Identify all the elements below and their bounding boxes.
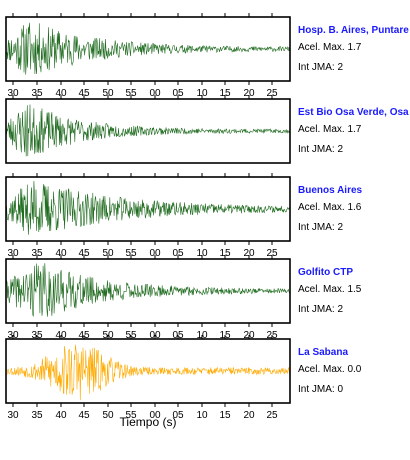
int-jma-text: Int JMA: 2 xyxy=(298,144,343,155)
waveform-trace xyxy=(5,104,291,157)
panel-frame xyxy=(5,176,291,242)
x-tick-label: 15 xyxy=(219,410,231,421)
waveform-trace xyxy=(5,263,291,317)
x-tick-label: 30 xyxy=(7,248,19,259)
x-tick-label: 55 xyxy=(125,248,137,259)
station-name: Golfito CTP xyxy=(298,267,353,278)
panel-frame xyxy=(5,16,291,82)
x-tick-label: 15 xyxy=(219,88,231,99)
int-jma-text: Int JMA: 0 xyxy=(298,384,343,395)
int-jma-text: Int JMA: 2 xyxy=(298,304,343,315)
x-tick-label: 30 xyxy=(7,410,19,421)
x-tick-label: 25 xyxy=(266,88,278,99)
x-tick-label: 50 xyxy=(102,88,114,99)
station-name: Buenos Aires xyxy=(298,185,363,196)
station-name: Est Bio Osa Verde, Osa xyxy=(298,107,409,118)
acel-max-text: Acel. Max. 1.7 xyxy=(298,124,362,135)
x-tick-label: 20 xyxy=(243,248,255,259)
x-tick-label: 25 xyxy=(266,248,278,259)
station-name: La Sabana xyxy=(298,347,348,358)
panel-frame xyxy=(5,338,291,404)
waveform-trace xyxy=(5,180,291,235)
x-tick-label: 00 xyxy=(149,410,161,421)
panel-5: 30 35 40 45 50 55 00 05 10 15 20 25 La Sabana Acel. M… xyxy=(5,335,362,421)
waveform-trace xyxy=(5,22,291,75)
x-tick-label: 00 xyxy=(149,88,161,99)
waveform-trace xyxy=(5,344,291,401)
x-tick-label: 05 xyxy=(172,88,184,99)
panel-frame xyxy=(5,98,291,164)
x-tick-label: 30 xyxy=(7,88,19,99)
x-tick-label: 20 xyxy=(243,410,255,421)
x-tick-label: 05 xyxy=(172,248,184,259)
panel-3: 30 35 40 45 50 55 00 05 10 15 20 25 Buenos Aires Acel… xyxy=(5,173,363,259)
panel-1: 30 35 40 45 50 55 00 05 10 15 20 25 Hosp. B. Aires, … xyxy=(5,13,409,99)
x-tick-label: 15 xyxy=(219,248,231,259)
x-tick-label: 40 xyxy=(55,88,67,99)
int-jma-text: Int JMA: 2 xyxy=(298,222,343,233)
x-tick-label: 40 xyxy=(55,410,67,421)
x-tick-label: 50 xyxy=(102,410,114,421)
acel-max-text: Acel. Max. 0.0 xyxy=(298,364,362,375)
panel-frame xyxy=(5,258,291,324)
x-tick-label: 10 xyxy=(196,88,208,99)
x-tick-label: 45 xyxy=(78,88,90,99)
x-tick-label: 05 xyxy=(172,410,184,421)
x-tick-label: 25 xyxy=(266,410,278,421)
x-tick-label: 55 xyxy=(125,410,137,421)
x-tick-label: 10 xyxy=(196,248,208,259)
x-tick-label: 35 xyxy=(31,410,43,421)
x-axis-label: Tiempo (s) xyxy=(120,415,177,429)
x-tick-label: 10 xyxy=(196,410,208,421)
x-tick-label: 00 xyxy=(149,248,161,259)
panel-2: Est Bio Osa Verde, Osa Acel. Max. 1.7 Int … xyxy=(5,95,409,164)
x-tick-label: 35 xyxy=(31,248,43,259)
x-tick-label: 45 xyxy=(78,410,90,421)
x-tick-label: 45 xyxy=(78,248,90,259)
x-tick-label: 50 xyxy=(102,248,114,259)
acel-max-text: Acel. Max. 1.6 xyxy=(298,202,362,213)
station-name: Hosp. B. Aires, Puntare xyxy=(298,25,409,36)
x-tick-label: 35 xyxy=(31,88,43,99)
int-jma-text: Int JMA: 2 xyxy=(298,62,343,73)
x-tick-label: 40 xyxy=(55,248,67,259)
x-tick-label: 20 xyxy=(243,88,255,99)
acel-max-text: Acel. Max. 1.7 xyxy=(298,42,362,53)
acel-max-text: Acel. Max. 1.5 xyxy=(298,284,362,295)
x-tick-label: 55 xyxy=(125,88,137,99)
